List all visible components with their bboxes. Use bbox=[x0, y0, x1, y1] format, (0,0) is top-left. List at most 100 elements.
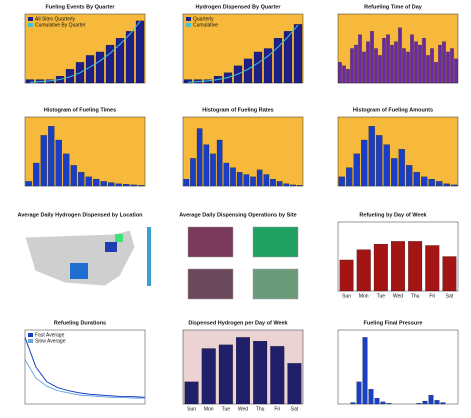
region bbox=[105, 242, 117, 252]
x-tick-label: Thu bbox=[411, 293, 420, 299]
bar bbox=[70, 165, 77, 187]
bar bbox=[383, 144, 390, 187]
x-tick-label: Fri bbox=[274, 406, 280, 412]
bar bbox=[406, 165, 413, 187]
bar bbox=[25, 181, 32, 187]
bar bbox=[123, 184, 130, 187]
bar bbox=[184, 381, 199, 405]
bar bbox=[250, 176, 256, 187]
plot-area bbox=[24, 329, 146, 405]
chart-title: Hydrogen Dispensed By Quarter bbox=[196, 4, 282, 10]
bar bbox=[236, 337, 250, 405]
bar bbox=[380, 401, 386, 405]
bar bbox=[125, 31, 135, 84]
bar bbox=[442, 256, 457, 292]
bar bbox=[446, 51, 450, 84]
bar bbox=[105, 44, 115, 84]
bar bbox=[354, 44, 358, 84]
bar bbox=[382, 38, 386, 84]
bar bbox=[416, 403, 422, 405]
bar bbox=[443, 183, 450, 187]
bar bbox=[370, 31, 374, 84]
bar bbox=[438, 44, 442, 84]
bar bbox=[216, 139, 223, 187]
legend-swatch bbox=[28, 23, 33, 27]
bar bbox=[391, 241, 405, 292]
bar bbox=[353, 153, 360, 187]
bar bbox=[450, 48, 454, 84]
bar bbox=[428, 179, 435, 187]
bar bbox=[196, 128, 203, 187]
bar bbox=[100, 181, 107, 187]
bar bbox=[339, 259, 354, 292]
x-tick-label: Mon bbox=[204, 406, 214, 412]
plot-area bbox=[337, 13, 459, 84]
bar bbox=[276, 181, 283, 187]
bar bbox=[368, 389, 374, 405]
chart-title: Dispensed Hydrogen per Day of Week bbox=[188, 320, 288, 326]
legend-swatch bbox=[28, 339, 33, 343]
chart-title: Histogram of Fueling Times bbox=[44, 107, 116, 113]
bar bbox=[210, 153, 216, 187]
region bbox=[70, 263, 88, 279]
x-tick-label: Tue bbox=[377, 293, 386, 299]
bar bbox=[256, 169, 263, 187]
bar bbox=[421, 176, 428, 187]
bar bbox=[115, 183, 122, 187]
legend-label: Fast Average bbox=[35, 332, 65, 338]
bar bbox=[135, 20, 145, 84]
x-tick-label: Fri bbox=[429, 293, 435, 299]
bar bbox=[283, 183, 290, 187]
x-tick-label: Sat bbox=[446, 293, 454, 299]
line bbox=[24, 337, 146, 398]
bar bbox=[408, 241, 423, 292]
bar bbox=[33, 162, 40, 187]
bar bbox=[263, 48, 273, 84]
bar bbox=[243, 174, 250, 187]
x-tick-label: Sun bbox=[342, 293, 351, 299]
bar bbox=[63, 153, 70, 187]
bar bbox=[218, 344, 233, 405]
bar bbox=[293, 24, 303, 84]
chart-title: Histogram of Fueling Rates bbox=[202, 107, 274, 113]
bar bbox=[436, 181, 443, 187]
line bbox=[187, 24, 299, 83]
bar bbox=[428, 395, 434, 405]
bar bbox=[414, 41, 418, 84]
bar bbox=[346, 167, 353, 187]
x-tick-label: Mon bbox=[359, 293, 369, 299]
bar bbox=[40, 135, 47, 187]
legend-swatch bbox=[28, 17, 33, 21]
legend-label: All Sites Quarterly bbox=[35, 16, 76, 22]
bar bbox=[263, 174, 270, 187]
bar bbox=[374, 397, 380, 405]
bar bbox=[398, 149, 405, 187]
bar bbox=[93, 179, 100, 187]
bar bbox=[410, 34, 414, 84]
bar bbox=[425, 245, 440, 292]
legend-label: Cumulative By Quarter bbox=[35, 22, 86, 28]
bar bbox=[190, 158, 196, 187]
bar bbox=[440, 402, 446, 405]
chart-title: Fueling Events By Quarter bbox=[45, 4, 115, 10]
x-tick-label: Tue bbox=[222, 406, 231, 412]
bar bbox=[376, 135, 383, 187]
bar bbox=[394, 41, 398, 84]
bar bbox=[236, 172, 243, 187]
bar bbox=[25, 79, 35, 84]
chart-title: Average Daily Hydrogen Dispensed by Loca… bbox=[17, 212, 143, 218]
bar bbox=[342, 65, 346, 84]
bar bbox=[454, 58, 458, 84]
bar bbox=[362, 337, 368, 405]
plot-area bbox=[337, 329, 459, 405]
x-tick-label: Sat bbox=[291, 406, 299, 412]
bar bbox=[201, 348, 216, 405]
bar bbox=[418, 44, 422, 84]
bar bbox=[283, 31, 293, 84]
chart-title: Refueling by Day of Week bbox=[359, 212, 427, 218]
bar bbox=[368, 126, 375, 187]
bar bbox=[203, 144, 210, 187]
bar bbox=[373, 243, 388, 292]
bar bbox=[230, 167, 236, 187]
